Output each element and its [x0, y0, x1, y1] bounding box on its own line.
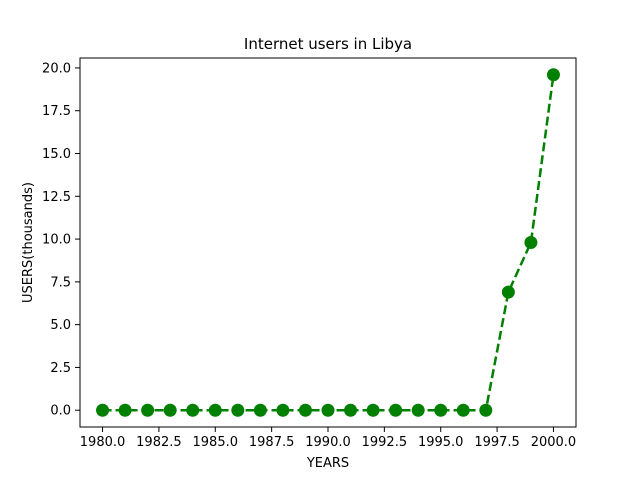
y-tick-label: 2.5	[50, 361, 71, 376]
y-tick-label: 17.5	[42, 104, 71, 119]
y-tick-label: 12.5	[42, 190, 71, 205]
data-point	[411, 403, 425, 417]
y-tick-label: 20.0	[42, 61, 71, 76]
data-point	[141, 403, 155, 417]
data-point	[501, 285, 515, 299]
data-point	[524, 236, 538, 249]
y-tick-label: 5.0	[50, 318, 71, 333]
y-tick-label: 0.0	[50, 404, 71, 419]
data-point	[344, 403, 358, 417]
y-tick-label: 15.0	[42, 147, 71, 162]
data-point	[434, 403, 448, 417]
x-tick-label: 1995.0	[418, 435, 464, 450]
chart-title: Internet users in Libya	[244, 35, 412, 53]
x-axis-label: YEARS	[306, 456, 349, 471]
y-tick-label: 10.0	[42, 233, 71, 248]
data-point	[389, 403, 403, 417]
data-point	[546, 68, 560, 82]
x-tick-label: 1985.0	[193, 435, 239, 450]
data-point	[456, 403, 470, 417]
x-tick-label: 1987.5	[249, 435, 295, 450]
data-point	[208, 403, 222, 417]
data-point	[163, 403, 177, 417]
data-point	[253, 403, 267, 417]
x-tick-label: 2000.0	[531, 435, 577, 450]
data-point	[276, 403, 290, 417]
data-point	[231, 403, 245, 417]
data-point	[118, 403, 132, 417]
x-tick-label: 1997.5	[474, 435, 520, 450]
y-axis-label: USERS(thousands)	[21, 182, 36, 303]
y-tick-label: 7.5	[50, 275, 71, 290]
x-tick-label: 1990.0	[305, 435, 351, 450]
x-tick-label: 1980.0	[80, 435, 126, 450]
data-point	[96, 403, 110, 417]
data-point	[186, 403, 200, 417]
plot-series	[96, 68, 560, 417]
data-point	[321, 403, 335, 417]
data-point	[479, 403, 493, 417]
x-axis: 1980.0 1982.5 1985.0 1987.5 1990.0 1992.5 1995…	[80, 427, 576, 450]
x-tick-label: 1982.5	[136, 435, 182, 450]
y-axis: 0.0 2.5 5.0 7.5 10.0 12.5 15.0 17.5 20.0	[42, 61, 80, 419]
data-point	[366, 403, 380, 417]
plot-frame	[79, 57, 577, 428]
x-tick-label: 1992.5	[362, 435, 408, 450]
data-point	[298, 403, 312, 417]
